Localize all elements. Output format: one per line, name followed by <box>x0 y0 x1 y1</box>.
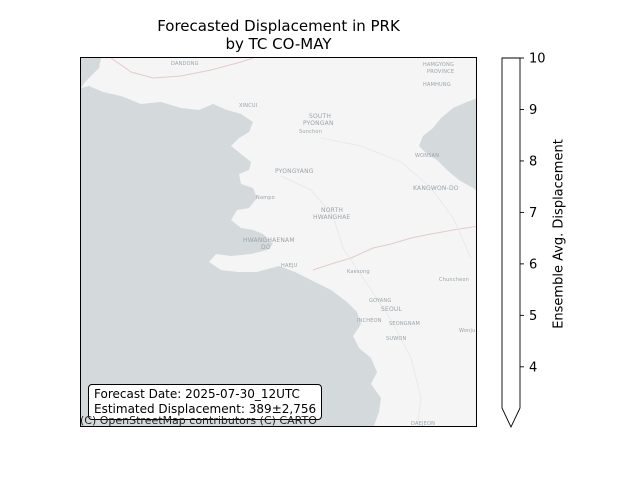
label-haeju: HAEJU <box>281 263 298 269</box>
label-dandong: DANDONG <box>171 61 199 67</box>
colorbar-tick-label: 6 <box>529 257 537 272</box>
road-1 <box>280 175 422 426</box>
label-seongnam: SEONGNAM <box>389 321 420 327</box>
label-hwanghae: HWANGHAE <box>313 214 350 221</box>
label-pyongan: PYONGAN <box>303 120 334 127</box>
label-incheon: INCHEON <box>357 318 382 324</box>
label-seoul: SEOUL <box>381 306 403 313</box>
label-do: DO <box>261 244 271 251</box>
colorbar-tick-label: 10 <box>529 52 546 67</box>
dmz-line <box>312 225 476 271</box>
forecast-date: Forecast Date: 2025-07-30_12UTC <box>94 387 300 401</box>
china-border <box>110 58 254 79</box>
label-nampo: Nampo <box>256 195 275 201</box>
label-goyang: GOYANG <box>369 298 391 304</box>
korea-bay <box>81 58 101 88</box>
label-hamhung: HAMHUNG <box>423 82 451 88</box>
colorbar-tick-label: 7 <box>529 206 537 221</box>
colorbar-tick-label: 8 <box>529 154 537 169</box>
colorbar-tick-label: 5 <box>529 309 537 324</box>
west-sea <box>81 86 381 426</box>
forecast-info-box: Forecast Date: 2025-07-30_12UTC Estimate… <box>88 384 323 420</box>
label-suwon: SUWON <box>386 336 407 342</box>
colorbar-body <box>501 57 521 429</box>
label-north: NORTH <box>321 207 343 214</box>
east-sea <box>419 98 476 191</box>
colorbar-tick-label: 9 <box>529 103 537 118</box>
label-pyongyang: PYONGYANG <box>275 168 314 175</box>
label-xincui: XINCUI <box>239 103 257 109</box>
label-kaesong: Kaesong <box>347 269 370 275</box>
label-wonsan: WONSAN <box>415 153 439 159</box>
basemap: DANDONG HAMGYONG PROVINCE HAMHUNG XINCUI… <box>81 58 476 427</box>
label-sunchon: Sunchon <box>299 129 322 135</box>
estimated-displacement: Estimated Displacement: 389±2,756 <box>94 402 317 416</box>
label-hamgyong: HAMGYONG <box>423 62 454 68</box>
colorbar-label: Ensemble Avg. Displacement <box>551 139 567 329</box>
label-daejeon: DAEJEON <box>411 421 435 427</box>
title-line-2: by TC CO-MAY <box>225 35 332 53</box>
label-chuncheon: Chuncheon <box>439 277 469 283</box>
title-line-1: Forecasted Displacement in PRK <box>157 17 400 35</box>
label-south: SOUTH <box>309 113 331 120</box>
colorbar-tick-label: 4 <box>529 360 537 375</box>
label-hwanghaenam: HWANGHAENAM <box>243 237 295 244</box>
label-wonju: Wonju <box>459 328 475 334</box>
label-province: PROVINCE <box>427 69 454 75</box>
label-kangwon-do: KANGWON-DO <box>413 185 459 192</box>
road-2 <box>320 137 472 259</box>
colorbar-svg: 4 5 6 7 8 9 10 <box>501 52 546 429</box>
map-attribution: (C) OpenStreetMap contributors (C) CARTO <box>80 414 317 427</box>
map-area[interactable]: DANDONG HAMGYONG PROVINCE HAMHUNG XINCUI… <box>80 57 477 427</box>
chart-title: Forecasted Displacement in PRK by TC CO-… <box>80 17 477 53</box>
